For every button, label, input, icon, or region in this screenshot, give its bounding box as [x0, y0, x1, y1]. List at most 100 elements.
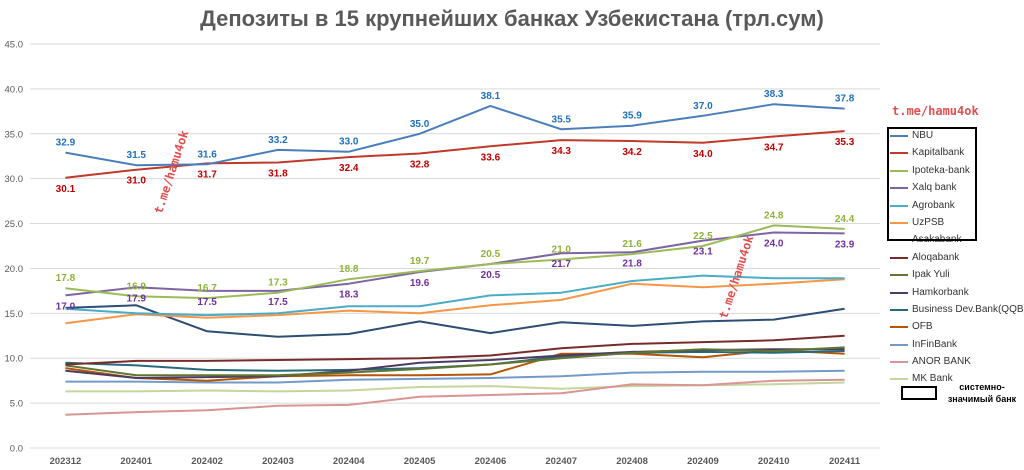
- legend-swatch: [890, 221, 908, 224]
- y-tick-label: 35.0: [5, 129, 24, 140]
- legend-label: Hamkorbank: [912, 286, 969, 298]
- legend-label: OFB: [912, 321, 933, 333]
- data-label: 16.7: [197, 283, 217, 294]
- data-label: 18.8: [339, 264, 359, 275]
- series-line-ofb: [65, 349, 845, 382]
- legend-label: Xalq bank: [912, 182, 957, 194]
- legend-label: Ipak Yuli: [912, 269, 950, 281]
- data-label: 35.9: [622, 111, 642, 122]
- legend-note-text: системно-значимый банк: [947, 382, 1017, 404]
- legend-note-swatch: [901, 386, 937, 400]
- y-tick-label: 15.0: [5, 309, 24, 320]
- data-label: 17.0: [56, 301, 76, 312]
- data-label: 23.1: [693, 247, 713, 258]
- y-tick-label: 20.0: [5, 264, 24, 275]
- data-label: 35.3: [835, 137, 855, 148]
- data-label: 21.6: [622, 239, 642, 250]
- legend-label: Agrobank: [912, 199, 955, 211]
- series-line-ipoteka-bank: [65, 224, 845, 300]
- data-label: 34.7: [764, 142, 784, 153]
- watermark-top-right: t.me/hamu4ok: [892, 104, 979, 118]
- legend-label: InFinBank: [912, 338, 958, 350]
- data-label: 32.9: [56, 138, 76, 149]
- series-line-ipak-yuli: [65, 346, 845, 377]
- legend-swatch: [890, 169, 908, 172]
- data-label: 33.0: [339, 137, 359, 148]
- data-label: 31.0: [127, 176, 147, 187]
- data-label: 34.0: [693, 149, 713, 160]
- x-tick-label: 202410: [758, 456, 790, 467]
- data-label: 20.5: [481, 249, 501, 260]
- y-tick-label: 10.0: [5, 354, 24, 365]
- data-label: 17.5: [197, 297, 217, 308]
- legend-item: InFinBank: [887, 336, 1005, 353]
- legend-item: Kapitalbank: [887, 144, 1005, 161]
- legend-label: MK Bank: [912, 373, 953, 385]
- data-label: 21.8: [622, 258, 642, 269]
- x-tick-label: 202408: [616, 456, 648, 467]
- y-tick-label: 5.0: [10, 399, 23, 410]
- chart-title: Депозиты в 15 крупнейших банках Узбекист…: [200, 6, 824, 31]
- data-label: 17.3: [268, 278, 288, 289]
- legend-item: Agrobank: [887, 197, 1005, 214]
- x-tick-label: 202402: [191, 456, 223, 467]
- legend-swatch: [890, 378, 908, 381]
- data-label: 35.0: [410, 119, 430, 130]
- data-label: 24.4: [835, 214, 855, 225]
- data-label: 37.8: [835, 94, 855, 105]
- legend-label: Ipoteka-bank: [912, 164, 970, 176]
- data-label: 33.2: [268, 135, 288, 146]
- legend-item: Aloqabank: [887, 249, 1005, 266]
- series-line-nbu: [65, 103, 845, 167]
- series-line-infinbank: [65, 369, 845, 384]
- x-tick-label: 202312: [50, 456, 82, 467]
- data-label: 38.3: [764, 89, 784, 100]
- data-label: 32.4: [339, 163, 359, 174]
- series-line-anor-bank: [65, 378, 845, 416]
- legend-swatch: [890, 204, 908, 207]
- legend-label: ANOR BANK: [912, 356, 971, 368]
- data-label: 37.0: [693, 101, 713, 112]
- data-label: 23.9: [835, 239, 855, 250]
- legend-item: Ipak Yuli: [887, 266, 1005, 283]
- legend-item: Business Dev.Bank(QQB): [887, 301, 1024, 318]
- legend-label: NBU: [912, 130, 934, 141]
- legend-label: UzPSB: [912, 216, 945, 228]
- legend-item: Ipoteka-bank: [887, 162, 1005, 179]
- legend-swatch: [890, 326, 908, 329]
- data-label: 17.5: [268, 297, 288, 308]
- legend-swatch: [890, 343, 908, 346]
- legend-item: Xalq bank: [887, 179, 1005, 196]
- data-label: 21.0: [552, 244, 572, 255]
- legend-swatch: [890, 152, 908, 155]
- legend-swatch: [890, 308, 908, 311]
- legend-item: NBU: [887, 127, 1005, 144]
- legend-swatch: [890, 256, 908, 259]
- x-tick-label: 202411: [829, 456, 861, 467]
- y-tick-label: 25.0: [5, 219, 24, 230]
- y-tick-label: 0.0: [10, 444, 23, 455]
- series-line-aloqabank: [65, 334, 845, 366]
- x-tick-label: 202405: [404, 456, 436, 467]
- x-tick-label: 202406: [475, 456, 507, 467]
- legend-swatch: [890, 274, 908, 277]
- series-line-asakabank: [65, 304, 845, 338]
- legend-swatch: [890, 187, 908, 190]
- data-label: 32.8: [410, 160, 430, 171]
- data-label: 35.5: [552, 114, 572, 125]
- legend-item: Hamkorbank: [887, 284, 1005, 301]
- x-tick-label: 202407: [545, 456, 577, 467]
- data-label: 22.5: [693, 231, 713, 242]
- y-tick-label: 45.0: [5, 40, 24, 51]
- series-line-agrobank: [65, 274, 845, 317]
- data-label: 31.6: [197, 149, 217, 160]
- legend-swatch: [890, 361, 908, 364]
- y-tick-label: 30.0: [5, 174, 24, 185]
- data-label: 34.3: [552, 146, 572, 157]
- legend-label: Kapitalbank: [912, 147, 965, 159]
- data-label: 30.1: [56, 184, 76, 195]
- legend-item: ANOR BANK: [887, 353, 1005, 370]
- legend-item: OFB: [887, 318, 1005, 335]
- data-label: 19.7: [410, 256, 430, 267]
